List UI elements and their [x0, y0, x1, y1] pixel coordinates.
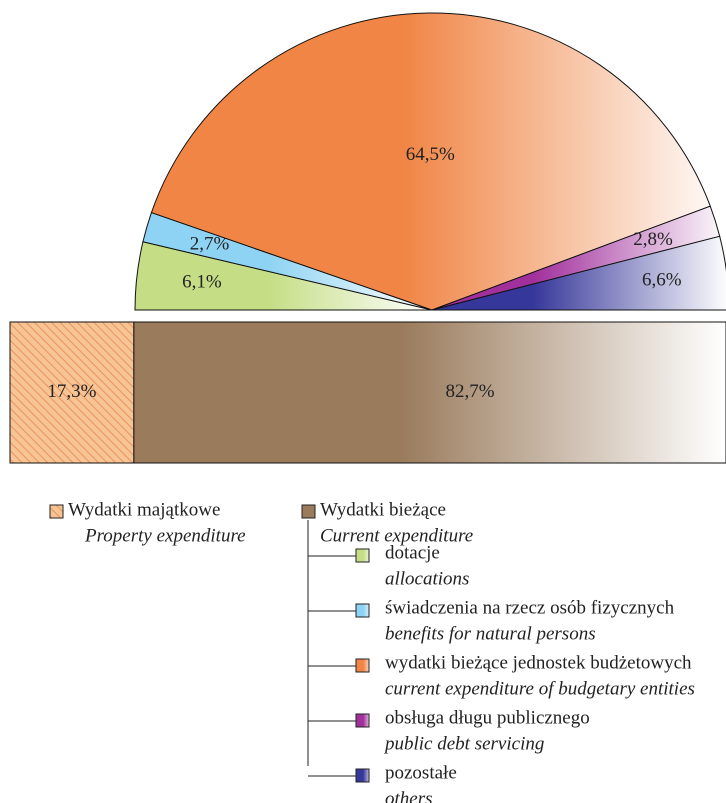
legend-label: pozostałe: [385, 762, 457, 783]
slice-label: 6,1%: [182, 272, 222, 293]
legend-label-en: current expenditure of budgetary entitie…: [385, 678, 695, 699]
legend-label: świadczenia na rzecz osób fizycznych: [385, 597, 675, 618]
legend-swatch: [49, 504, 64, 519]
legend-label-en: Current expenditure: [320, 525, 473, 546]
legend-label-en: public debt servicing: [383, 733, 544, 754]
slice-label: 2,7%: [190, 234, 230, 255]
legend-swatch: [355, 603, 370, 618]
legend-label-en: others: [385, 788, 433, 803]
legend-swatch: [355, 548, 370, 563]
legend-label-en: Property expenditure: [84, 525, 246, 546]
slice-label: 2,8%: [633, 229, 673, 250]
legend-swatch: [355, 713, 370, 728]
pie-slice: [150, 12, 711, 311]
slice-label: 6,6%: [642, 269, 682, 290]
legend-label: wydatki bieżące jednostek budżetowych: [385, 652, 692, 673]
bar-segment: [9, 321, 135, 464]
legend-label-en: allocations: [385, 568, 469, 589]
legend-swatch: [301, 504, 316, 519]
bar-segment: [133, 321, 726, 464]
pie-slice: [431, 235, 726, 311]
legend-label: obsługa długu publicznego: [385, 707, 590, 728]
legend-label-en: benefits for natural persons: [385, 623, 596, 644]
legend-label: Wydatki bieżące: [320, 499, 446, 520]
bar-label: 82,7%: [445, 381, 494, 402]
legend-label: Wydatki majątkowe: [68, 499, 220, 520]
legend-swatch: [355, 658, 370, 673]
legend-label: dotacje: [385, 542, 440, 563]
bar-label: 17,3%: [47, 381, 96, 402]
slice-label: 64,5%: [406, 144, 455, 165]
legend-swatch: [355, 768, 370, 783]
